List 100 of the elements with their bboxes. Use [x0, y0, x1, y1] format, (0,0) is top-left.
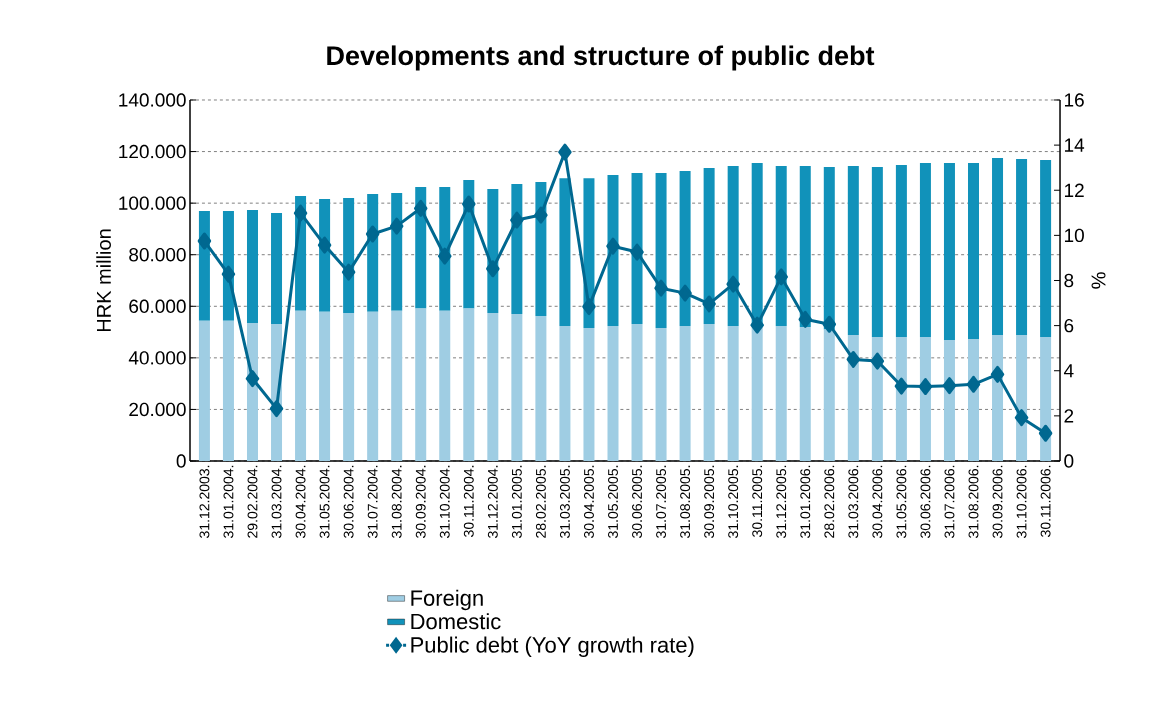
point [534, 206, 548, 224]
x-tick-label: 30.09.2006. [992, 465, 1003, 538]
bar [943, 162, 955, 341]
x-tick-label: 31.01.2004. [223, 465, 234, 538]
x-tick-label: 31.07.2006. [944, 465, 955, 538]
bar [559, 178, 571, 326]
y2-tick-label: 2 [1064, 409, 1074, 423]
bar [511, 314, 523, 461]
y-tick-label: 60.000 [129, 299, 186, 314]
bar [679, 170, 691, 326]
bar [463, 308, 475, 461]
x-tick-label: 31.03.2004. [271, 465, 282, 538]
point [966, 375, 981, 393]
bar [919, 336, 931, 461]
point [774, 268, 788, 286]
y-tick-label: 0 [176, 454, 186, 468]
x-tick-label: 30.04.2004. [295, 465, 306, 538]
point [413, 199, 428, 217]
bar [895, 164, 907, 337]
bar [775, 325, 787, 461]
bar [968, 162, 979, 340]
bar [823, 167, 835, 330]
legend-label: Foreign [411, 589, 483, 611]
bar [992, 158, 1004, 335]
y-tick-label: 120.000 [119, 144, 186, 159]
x-tick-label: 28.02.2005. [535, 465, 546, 538]
x-tick-label: 31.08.2004. [391, 465, 402, 538]
y-tick-label: 40.000 [128, 351, 186, 365]
point [486, 260, 500, 278]
x-tick-label: 30.06.2004. [343, 465, 354, 538]
y2-axis-title: % [1091, 272, 1106, 289]
point [798, 310, 813, 328]
legend-label: Domestic [411, 613, 501, 630]
point [750, 316, 764, 334]
point [582, 298, 596, 316]
bar [391, 310, 403, 461]
point [846, 350, 861, 368]
bar [703, 324, 715, 461]
point [822, 315, 837, 333]
x-tick-label: 31.10.2006. [1016, 465, 1027, 538]
y2-tick-label: 0 [1064, 454, 1074, 468]
x-tick-label: 29.02.2004. [247, 465, 258, 538]
point [293, 204, 308, 222]
x-tick-label: 30.11.2004. [463, 465, 474, 537]
x-tick-label: 30.04.2005. [584, 465, 594, 538]
x-tick-label: 28.02.2006. [824, 465, 835, 538]
point [1014, 409, 1029, 427]
point [365, 225, 380, 243]
bar [847, 166, 859, 335]
point [918, 378, 933, 396]
bar [271, 212, 283, 325]
point [462, 195, 476, 213]
bar [319, 311, 331, 461]
bar [415, 308, 427, 461]
point [317, 236, 332, 254]
x-tick-label: 30.06.2006. [920, 465, 931, 538]
bar [343, 312, 355, 461]
y2-tick-label: 16 [1064, 93, 1084, 107]
bar [295, 310, 307, 461]
point [341, 263, 356, 281]
x-tick-label: 31.07.2004. [367, 465, 378, 538]
bar [607, 325, 619, 461]
x-tick-label: 31.12.2003. [199, 465, 210, 538]
x-tick-label: 31.05.2006. [896, 465, 907, 538]
bar [439, 310, 451, 461]
bar [871, 167, 883, 337]
x-tick-label: 30.06.2005. [632, 465, 642, 538]
bar [1040, 336, 1052, 461]
bar [367, 311, 379, 461]
bar [751, 162, 763, 326]
y-tick-label: 100.000 [119, 196, 186, 210]
point [245, 370, 260, 388]
bar [559, 325, 571, 461]
x-tick-label: 31.12.2004. [487, 465, 498, 538]
bar [655, 172, 667, 328]
x-tick-label: 30.11.2005. [752, 465, 763, 537]
bar [703, 168, 715, 325]
x-tick-label: 30.09.2004. [415, 465, 426, 538]
bar [583, 327, 595, 461]
point [990, 365, 1005, 383]
point [269, 400, 284, 418]
x-tick-label: 30.09.2005. [704, 465, 715, 538]
bar [655, 327, 667, 461]
y2-tick-label: 6 [1064, 318, 1074, 333]
point [678, 284, 692, 302]
bar [727, 325, 739, 461]
y2-tick-label: 14 [1064, 138, 1085, 152]
x-tick-label: 31.10.2004. [439, 465, 450, 538]
x-tick-label: 30.04.2006. [872, 465, 883, 538]
bar [607, 175, 619, 326]
point [438, 247, 452, 265]
bar [1040, 160, 1052, 337]
point [221, 265, 236, 283]
y-axis-title: HRK million [96, 229, 111, 332]
point [654, 279, 668, 297]
x-tick-label: 31.12.2005. [776, 465, 787, 538]
point [197, 232, 212, 250]
point [726, 275, 740, 293]
chart-title: Developments and structure of public debt [327, 45, 875, 71]
point [1038, 424, 1053, 442]
